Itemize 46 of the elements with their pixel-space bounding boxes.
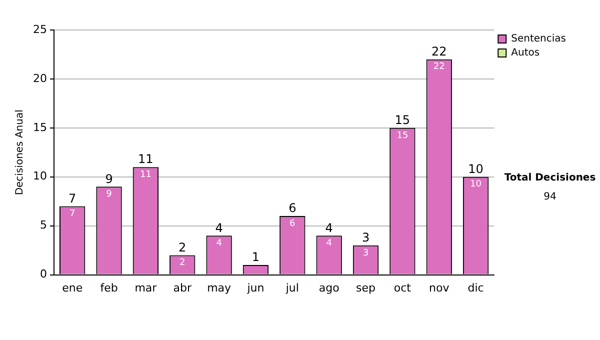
- total-label: 10: [468, 162, 484, 176]
- y-axis-title: Decisiones Anual: [14, 110, 26, 196]
- data-label: 7: [69, 209, 76, 220]
- total-label: 4: [215, 220, 223, 235]
- y-tick-label: 20: [32, 72, 47, 85]
- total-label: 4: [325, 220, 333, 235]
- data-label: 9: [106, 190, 112, 200]
- total-label: 11: [138, 152, 154, 166]
- x-tick-label: mar: [134, 281, 158, 294]
- total-label: 9: [105, 172, 113, 186]
- total-label: 6: [288, 201, 296, 216]
- legend-label: Sentencias: [511, 34, 566, 45]
- x-tick-label: may: [207, 281, 232, 294]
- data-label: 22: [433, 62, 445, 72]
- total-label: 3: [362, 230, 370, 245]
- data-label: 6: [290, 218, 296, 229]
- total-label: 1: [252, 250, 260, 264]
- y-tick-label: 10: [32, 170, 47, 183]
- data-label: 10: [470, 180, 482, 190]
- legend-label: Autos: [511, 48, 540, 59]
- data-label: 4: [326, 238, 332, 248]
- x-tick-label: dic: [468, 281, 484, 294]
- total-label: 2: [178, 240, 186, 254]
- y-tick-label: 15: [32, 120, 47, 134]
- x-tick-label: sep: [356, 281, 376, 294]
- x-tick-label: abr: [173, 281, 192, 294]
- total-label: 15: [394, 113, 410, 128]
- y-tick-label: 5: [40, 218, 47, 232]
- y-tick-label: 25: [32, 22, 47, 36]
- x-tick-label: feb: [100, 281, 118, 294]
- total-label: 7: [68, 191, 76, 206]
- total-label: 22: [431, 44, 447, 58]
- text: Total Decisiones: [504, 172, 596, 184]
- x-tick-label: ago: [318, 281, 340, 294]
- x-tick-label: jun: [246, 281, 264, 294]
- x-tick-label: nov: [429, 281, 450, 294]
- x-tick-label: jul: [284, 281, 299, 294]
- x-tick-label: ene: [62, 281, 83, 294]
- data-label: 11: [140, 170, 152, 180]
- data-label: 15: [396, 130, 408, 141]
- text: 94: [544, 192, 556, 203]
- y-tick-label: 0: [40, 268, 47, 281]
- data-label: 4: [216, 238, 222, 248]
- data-label: 3: [362, 248, 369, 258]
- x-tick-label: oct: [394, 281, 412, 294]
- data-label: 2: [180, 258, 186, 268]
